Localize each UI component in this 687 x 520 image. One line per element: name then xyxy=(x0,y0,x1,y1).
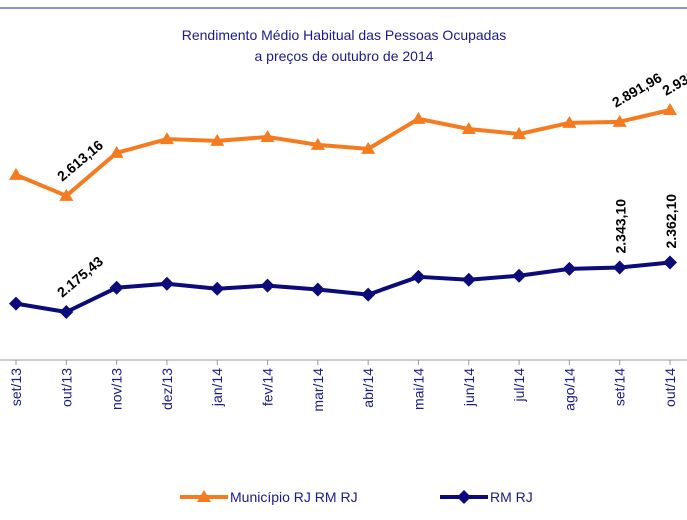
marker xyxy=(9,297,23,311)
x-tick-label: mai/14 xyxy=(410,368,426,410)
data-label: 2.343,10 xyxy=(613,199,629,254)
x-tick-label: jul/14 xyxy=(511,368,527,403)
x-tick-label: set/14 xyxy=(612,368,628,406)
marker xyxy=(210,282,224,296)
x-tick-label: mar/14 xyxy=(310,368,326,412)
data-label: 2.613,16 xyxy=(54,137,106,184)
marker xyxy=(613,260,627,274)
x-tick-label: set/13 xyxy=(8,368,24,406)
x-tick-label: fev/14 xyxy=(260,368,276,406)
data-label: 2.891,96 xyxy=(609,69,664,110)
marker xyxy=(59,305,73,319)
marker xyxy=(512,269,526,283)
x-tick-label: dez/13 xyxy=(159,368,175,410)
data-label: 2.362,10 xyxy=(663,194,679,249)
x-tick-label: out/13 xyxy=(58,368,74,407)
x-tick-label: ago/14 xyxy=(561,368,577,411)
marker xyxy=(160,277,174,291)
marker xyxy=(311,283,325,297)
marker xyxy=(9,168,23,180)
x-tick-label: abr/14 xyxy=(360,368,376,408)
x-tick-label: jun/14 xyxy=(461,368,477,407)
marker xyxy=(562,262,576,276)
chart-title: Rendimento Médio Habitual das Pessoas Oc… xyxy=(182,27,507,43)
data-label: 2.936,50 xyxy=(660,57,687,98)
legend-label: RM RJ xyxy=(490,489,533,505)
x-tick-label: jan/14 xyxy=(209,368,225,407)
marker xyxy=(361,288,375,302)
marker xyxy=(411,270,425,284)
x-tick-label: out/14 xyxy=(662,368,678,407)
legend-label: Município RJ RM RJ xyxy=(230,489,358,505)
legend-marker xyxy=(457,490,471,504)
marker xyxy=(462,273,476,287)
marker xyxy=(663,103,677,115)
marker xyxy=(110,281,124,295)
data-label: 2.175,43 xyxy=(54,253,106,300)
x-tick-label: nov/13 xyxy=(109,368,125,410)
chart-subtitle: a preços de outubro de 2014 xyxy=(254,48,433,64)
marker xyxy=(663,255,677,269)
marker xyxy=(261,279,275,293)
